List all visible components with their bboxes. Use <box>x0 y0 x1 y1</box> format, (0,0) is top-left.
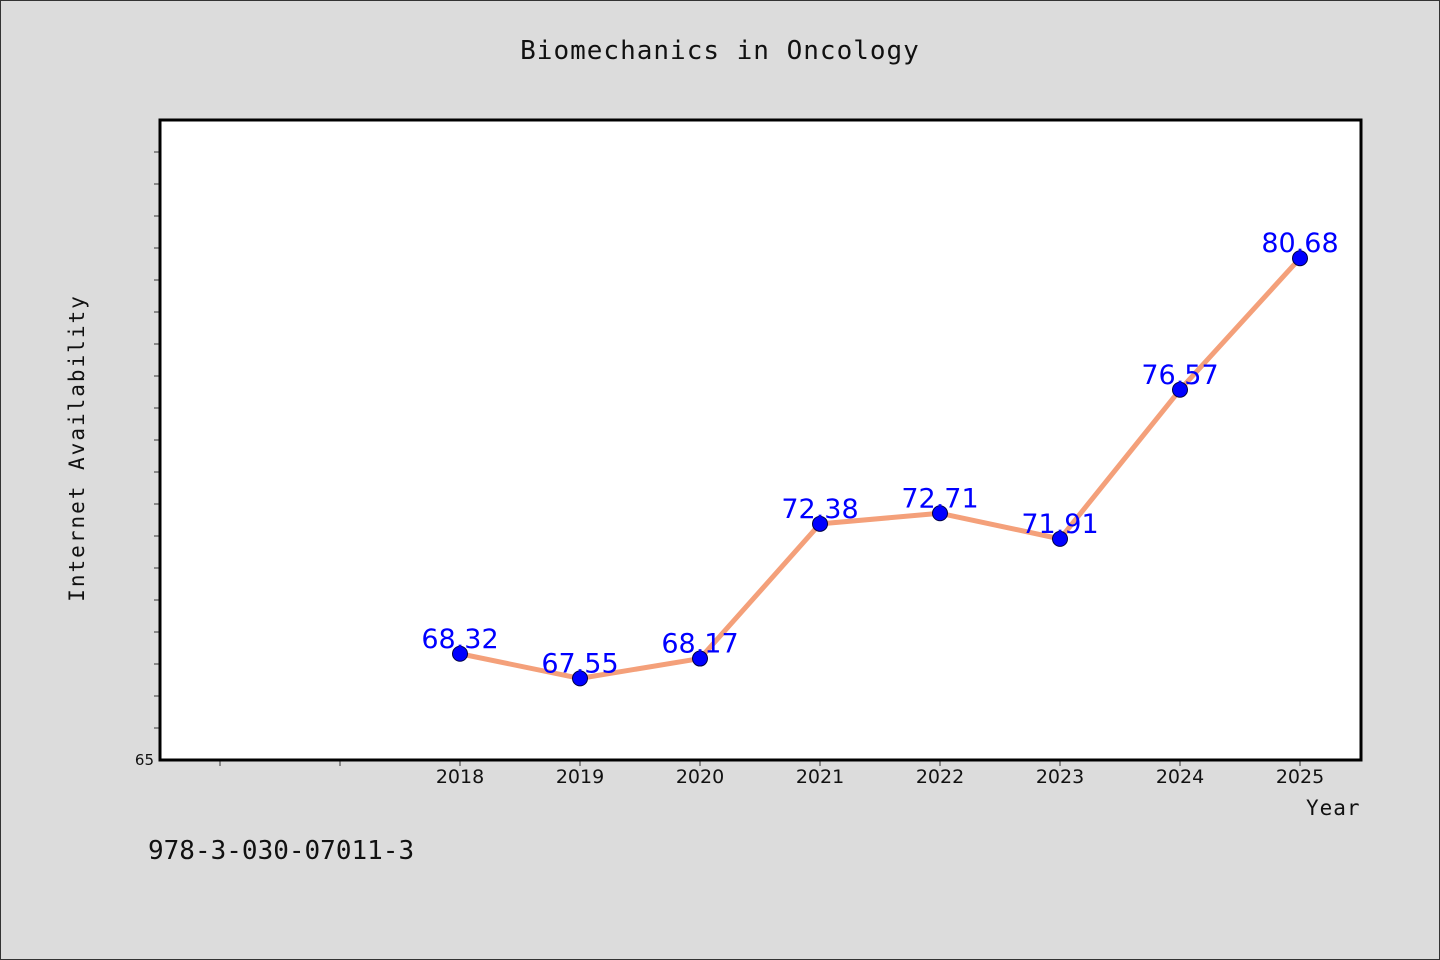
chart-title: Biomechanics in Oncology <box>520 36 920 66</box>
data-label: 72.38 <box>781 494 858 525</box>
data-point-marker <box>572 670 588 687</box>
data-point-marker <box>452 645 468 662</box>
plot-border <box>158 118 1363 762</box>
x-tick-label: 2024 <box>1156 766 1204 788</box>
x-tick-label: 2020 <box>676 766 724 788</box>
data-label: 68.32 <box>421 624 498 655</box>
data-label: 76.57 <box>1141 360 1218 391</box>
plot-area <box>160 120 1361 760</box>
y-tick-label: 65 <box>135 751 154 769</box>
data-point-marker <box>1172 381 1188 398</box>
series-line <box>457 255 1303 681</box>
x-tick-label: 2023 <box>1036 766 1084 788</box>
data-label: 71.91 <box>1021 509 1098 540</box>
x-tick-label: 2021 <box>796 766 844 788</box>
data-label: 72.71 <box>901 483 978 514</box>
data-point-marker <box>1292 250 1308 267</box>
x-tick-label: 2018 <box>436 766 484 788</box>
data-label: 80.68 <box>1261 228 1338 259</box>
data-point-marker <box>812 515 828 532</box>
x-tick-label: 2022 <box>916 766 964 788</box>
data-label: 67.55 <box>541 648 618 679</box>
x-tick-label: 2025 <box>1276 766 1324 788</box>
x-axis-label: Year <box>1306 796 1361 820</box>
x-tick-label: 2019 <box>556 766 604 788</box>
data-point-marker <box>1052 530 1068 547</box>
footer-identifier: 978-3-030-07011-3 <box>148 836 415 866</box>
data-point-marker <box>932 505 948 522</box>
data-point-marker <box>692 650 708 667</box>
data-label: 68.17 <box>661 629 738 660</box>
